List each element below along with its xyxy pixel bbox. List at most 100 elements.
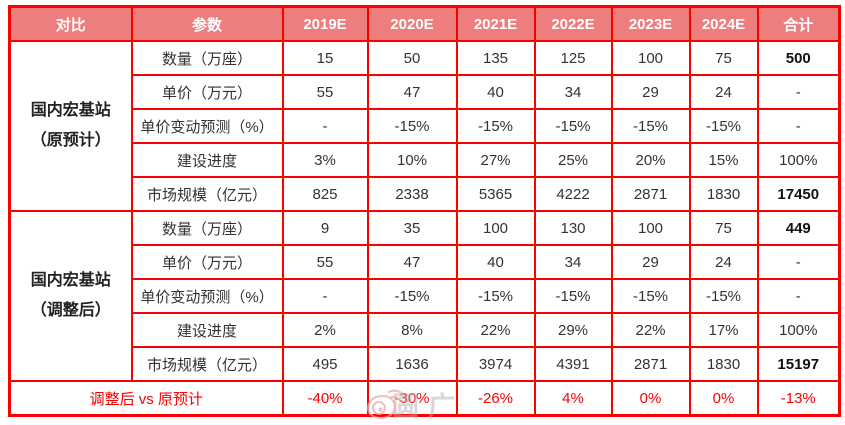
cell-value: 35 — [366, 210, 458, 246]
cell-value: -15% — [366, 108, 458, 144]
cell-value: 3% — [281, 142, 369, 178]
cell-value: 4391 — [533, 346, 613, 382]
table-row: 单价（万元） 55 47 40 34 29 24 - — [10, 244, 841, 280]
param-label: 单价（万元） — [130, 244, 284, 280]
cell-value: 4222 — [533, 176, 613, 212]
cell-value: 27% — [455, 142, 536, 178]
cell-value: 15% — [688, 142, 759, 178]
footer-value: -13% — [756, 380, 841, 417]
cell-total: - — [756, 74, 841, 110]
cell-total: - — [756, 244, 841, 280]
cell-value: 8% — [366, 312, 458, 348]
cell-value: 55 — [281, 74, 369, 110]
cell-value: 55 — [281, 244, 369, 280]
cell-value: 125 — [533, 40, 613, 76]
cell-value: -15% — [533, 278, 613, 314]
header-cell-2024e: 2024E — [688, 5, 759, 42]
cell-value: 3974 — [455, 346, 536, 382]
cell-value: 40 — [455, 244, 536, 280]
footer-label: 调整后 vs 原预计 — [8, 380, 284, 417]
cell-value: -15% — [688, 278, 759, 314]
cell-value: - — [281, 278, 369, 314]
group-label-line1: 国内宏基站 — [30, 101, 111, 119]
footer-value: 4% — [533, 380, 613, 417]
cell-value: 100 — [455, 210, 536, 246]
cell-value: 47 — [366, 74, 458, 110]
cell-value: 24 — [688, 74, 759, 110]
param-label: 建设进度 — [130, 312, 284, 348]
param-label: 数量（万座） — [130, 210, 284, 246]
cell-value: 34 — [533, 74, 613, 110]
cell-value: 2871 — [610, 176, 691, 212]
footer-value: -30% — [366, 380, 458, 417]
cell-value: 29% — [533, 312, 613, 348]
cell-value: 22% — [610, 312, 691, 348]
cell-total: 500 — [756, 40, 841, 76]
cell-total: - — [756, 278, 841, 314]
group-label-adjusted: 国内宏基站 （调整后） — [8, 210, 133, 382]
footer-value: -40% — [281, 380, 369, 417]
forecast-comparison-table: 对比 参数 2019E 2020E 2021E 2022E 2023E 2024… — [8, 5, 841, 417]
cell-value: 2% — [281, 312, 369, 348]
cell-value: -15% — [610, 108, 691, 144]
cell-value: 825 — [281, 176, 369, 212]
cell-total: 449 — [756, 210, 841, 246]
group-label-line1: 国内宏基站 — [30, 271, 111, 289]
cell-value: 75 — [688, 210, 759, 246]
cell-value: 20% — [610, 142, 691, 178]
cell-value: -15% — [533, 108, 613, 144]
table-row: 单价变动预测（%） - -15% -15% -15% -15% -15% - — [10, 278, 841, 314]
cell-total: 100% — [756, 312, 841, 348]
cell-value: 2871 — [610, 346, 691, 382]
footer-value: -26% — [455, 380, 536, 417]
cell-value: -15% — [455, 278, 536, 314]
cell-value: -15% — [688, 108, 759, 144]
table-row: 单价（万元） 55 47 40 34 29 24 - — [10, 74, 841, 110]
header-cell-2019e: 2019E — [281, 5, 369, 42]
cell-total: 100% — [756, 142, 841, 178]
cell-value: 17% — [688, 312, 759, 348]
group-label-original: 国内宏基站 （原预计） — [8, 40, 133, 212]
table-row: 市场规模（亿元） 495 1636 3974 4391 2871 1830 15… — [10, 346, 841, 382]
param-label: 市场规模（亿元） — [130, 176, 284, 212]
cell-value: 10% — [366, 142, 458, 178]
cell-total: 17450 — [756, 176, 841, 212]
cell-value: 22% — [455, 312, 536, 348]
table-row: 国内宏基站 （调整后） 数量（万座） 9 35 100 130 100 75 4… — [8, 210, 841, 382]
cell-value: 34 — [533, 244, 613, 280]
cell-value: -15% — [455, 108, 536, 144]
param-label: 单价变动预测（%） — [130, 108, 284, 144]
cell-value: 135 — [455, 40, 536, 76]
footer-value: 0% — [688, 380, 759, 417]
param-label: 单价变动预测（%） — [130, 278, 284, 314]
cell-value: 40 — [455, 74, 536, 110]
cell-value: 1830 — [688, 346, 759, 382]
footer-value: 0% — [610, 380, 691, 417]
header-cell-2020e: 2020E — [366, 5, 458, 42]
cell-total: - — [756, 108, 841, 144]
header-cell-2021e: 2021E — [455, 5, 536, 42]
cell-value: 15 — [281, 40, 369, 76]
table-row: 建设进度 3% 10% 27% 25% 20% 15% 100% — [10, 142, 841, 178]
cell-value: 130 — [533, 210, 613, 246]
cell-value: 5365 — [455, 176, 536, 212]
cell-value: 29 — [610, 244, 691, 280]
cell-value: -15% — [366, 278, 458, 314]
group-label-line2: （调整后） — [30, 302, 111, 319]
group-label-line2: （原预计） — [30, 132, 111, 149]
param-label: 数量（万座） — [130, 40, 284, 76]
table-row: 国内宏基站 （原预计） 数量（万座） 15 50 135 125 100 75 … — [8, 40, 841, 212]
cell-value: 495 — [281, 346, 369, 382]
cell-value: 29 — [610, 74, 691, 110]
cell-value: 9 — [281, 210, 369, 246]
cell-value: 25% — [533, 142, 613, 178]
param-label: 单价（万元） — [130, 74, 284, 110]
cell-value: 100 — [610, 210, 691, 246]
table-row: 建设进度 2% 8% 22% 29% 22% 17% 100% — [10, 312, 841, 348]
cell-value: -15% — [610, 278, 691, 314]
header-row: 对比 参数 2019E 2020E 2021E 2022E 2023E 2024… — [8, 5, 841, 42]
header-cell-2023e: 2023E — [610, 5, 691, 42]
cell-value: 24 — [688, 244, 759, 280]
cell-value: - — [281, 108, 369, 144]
